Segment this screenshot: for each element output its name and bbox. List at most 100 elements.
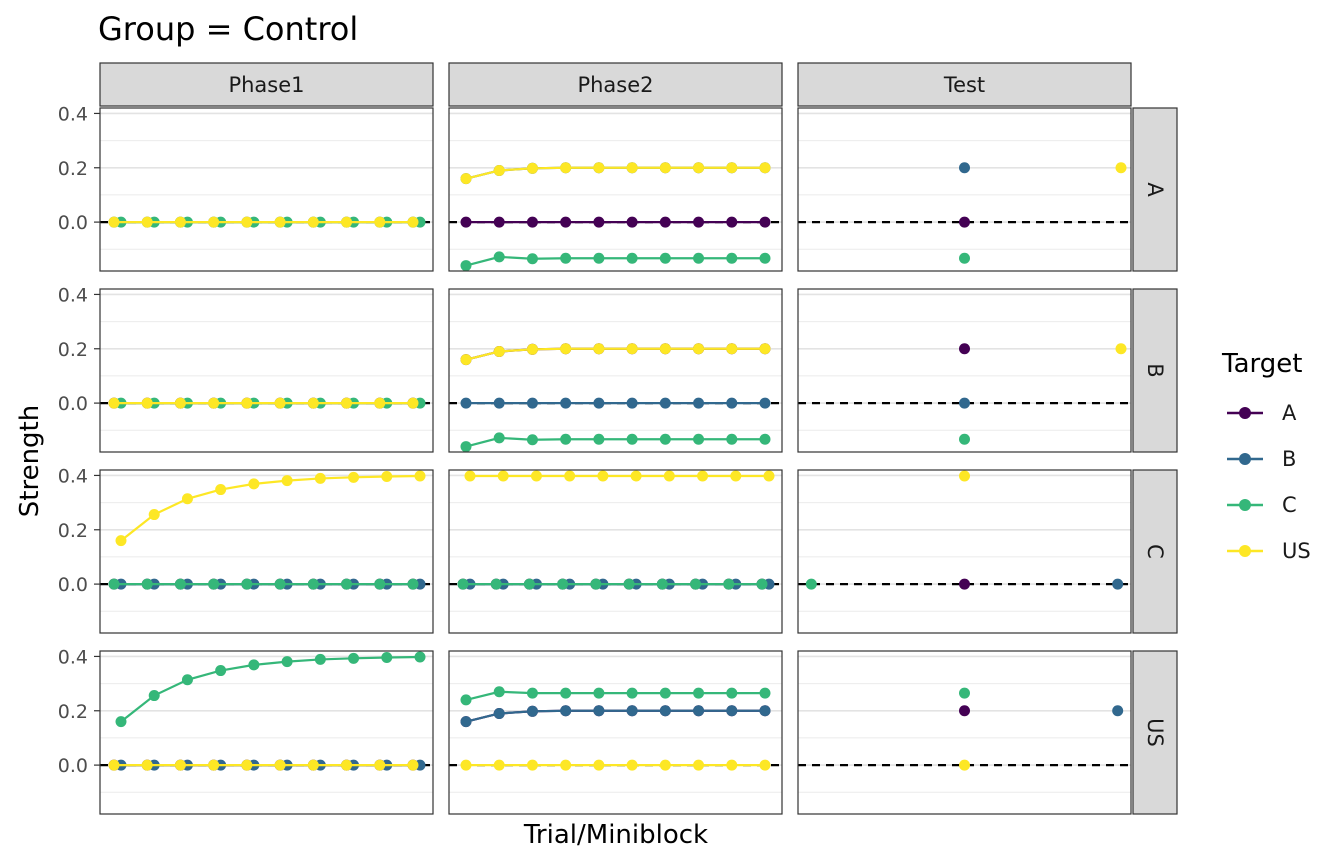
point-us (493, 345, 505, 357)
point-c (181, 674, 193, 686)
point-us (208, 397, 220, 409)
point-c (690, 578, 702, 590)
point-us (407, 216, 419, 228)
point-a (460, 216, 472, 228)
point-c (623, 578, 635, 590)
point-us (693, 759, 705, 771)
point-us (241, 759, 253, 771)
legend-point-b (1239, 453, 1251, 465)
point-us (730, 470, 742, 482)
point-a (693, 216, 705, 228)
point-us (460, 173, 472, 185)
point-us (374, 216, 386, 228)
y-tick-label: 0.2 (58, 339, 88, 361)
point-c (526, 434, 538, 446)
panel-c-phase1 (99, 469, 434, 634)
point-us (726, 162, 738, 174)
point-b (460, 397, 472, 409)
point-c (593, 252, 605, 264)
point-us (659, 162, 671, 174)
point-c (656, 578, 668, 590)
y-tick-label: 0.4 (58, 103, 88, 125)
legend: ABC US (1227, 401, 1311, 563)
point-c (460, 694, 472, 706)
panel-border (99, 650, 434, 815)
point-a (659, 216, 671, 228)
point-us (307, 216, 319, 228)
panel-border (448, 650, 783, 815)
point-c (759, 252, 771, 264)
point-c (215, 665, 227, 677)
panel-b-phase2 (448, 288, 783, 453)
point-c (493, 251, 505, 263)
point-b (693, 705, 705, 717)
point-us (341, 397, 353, 409)
point-us (148, 509, 160, 521)
facet-panels: Phase1 Phase2 Test A 0.4 0.2 0.0 B 0.4 0.2 0.0 C 0.4… (58, 62, 1178, 815)
panel-border (448, 469, 783, 634)
point-b (560, 705, 572, 717)
panel-border (797, 107, 1132, 272)
point-us (241, 397, 253, 409)
point-c (759, 687, 771, 699)
point-c (959, 252, 970, 264)
point-c (490, 578, 502, 590)
point-a (959, 343, 970, 355)
y-tick-label: 0.2 (58, 158, 88, 180)
point-us (593, 759, 605, 771)
point-us (530, 470, 542, 482)
point-c (723, 578, 735, 590)
point-b (626, 397, 638, 409)
point-a (959, 578, 970, 590)
point-us (526, 343, 538, 355)
point-b (759, 705, 771, 717)
chart-title: Group = Control (98, 10, 358, 48)
point-us (593, 162, 605, 174)
series-line-c (120, 655, 421, 723)
point-c (281, 656, 293, 668)
point-c (805, 578, 817, 590)
point-c (560, 433, 572, 445)
legend-title: Target (1221, 349, 1302, 379)
series-line-c (465, 436, 765, 448)
y-axis-label: Strength (15, 405, 45, 517)
point-us (726, 343, 738, 355)
panel-border (99, 288, 434, 453)
point-c (414, 651, 426, 663)
point-b (659, 397, 671, 409)
point-us (348, 471, 360, 483)
point-c (314, 653, 326, 665)
point-a (626, 216, 638, 228)
point-us (108, 216, 120, 228)
point-us (241, 216, 253, 228)
point-us (526, 162, 538, 174)
y-tick-label: 0.0 (58, 393, 88, 415)
point-c (307, 578, 319, 590)
point-a (493, 216, 505, 228)
strip-row-a (1132, 107, 1178, 272)
legend-point-a (1239, 407, 1251, 419)
point-us (659, 759, 671, 771)
point-b (659, 705, 671, 717)
point-us (560, 343, 572, 355)
point-us (1115, 162, 1127, 174)
point-c (756, 578, 768, 590)
point-us (659, 343, 671, 355)
strip-label-row-a: A (1143, 182, 1167, 197)
point-us (274, 216, 286, 228)
point-us (959, 759, 970, 771)
point-us (1115, 343, 1127, 355)
strip-phase2 (448, 62, 783, 107)
point-a (560, 216, 572, 228)
point-c (148, 690, 160, 702)
point-us (460, 759, 472, 771)
panel-a-phase1 (99, 107, 434, 272)
point-us (593, 343, 605, 355)
panel-us-phase1 (99, 650, 434, 815)
point-c (593, 433, 605, 445)
point-c (593, 687, 605, 699)
point-a (726, 216, 738, 228)
point-c (560, 252, 572, 264)
point-us (497, 470, 509, 482)
